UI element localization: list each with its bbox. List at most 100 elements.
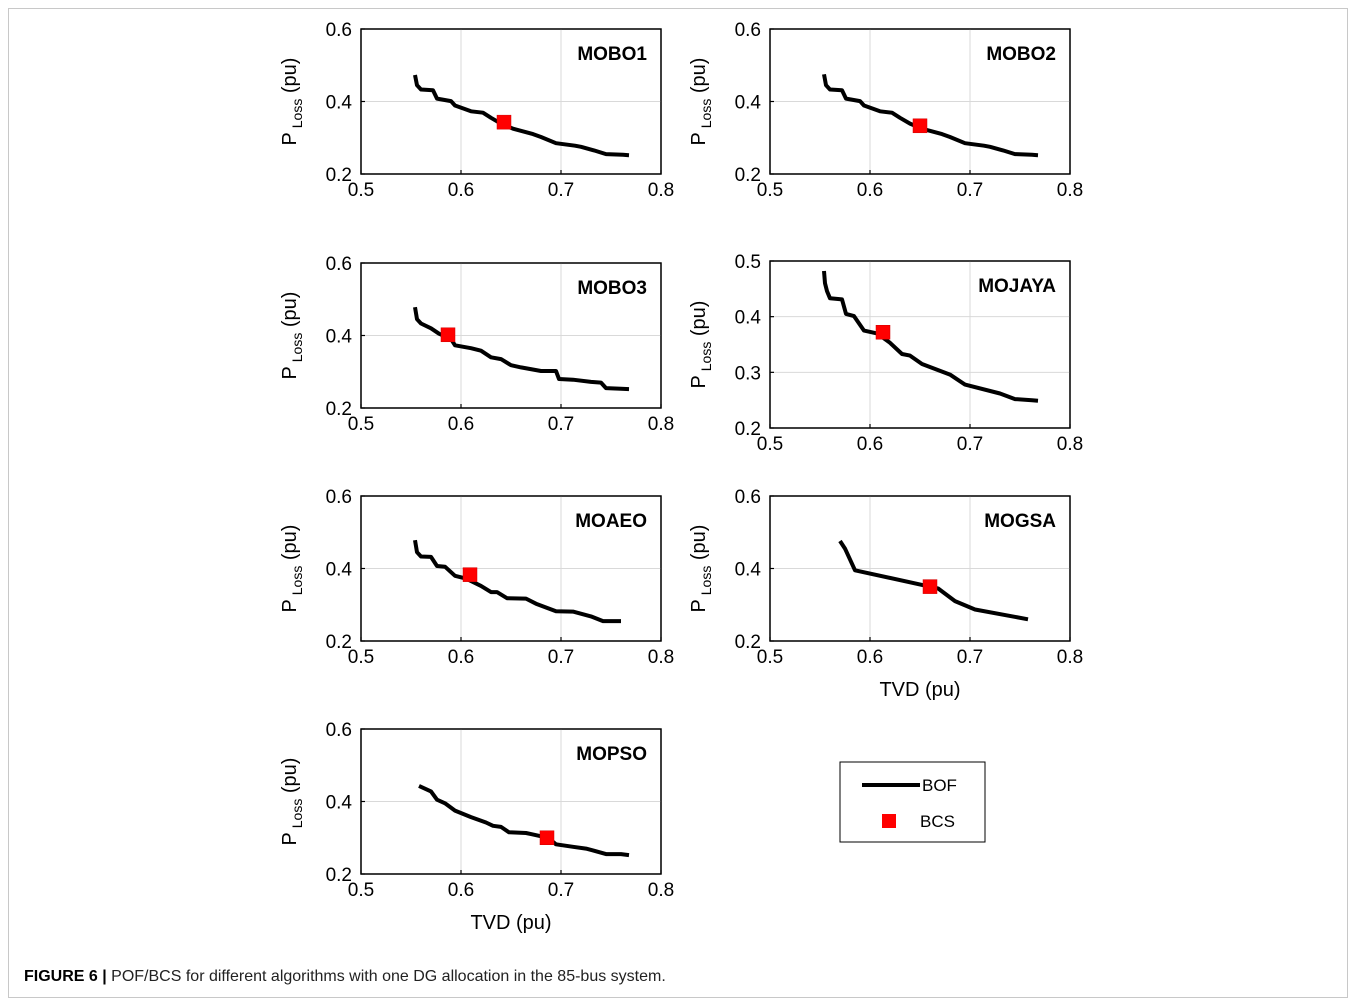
y-tick-label: 0.4 (326, 560, 353, 581)
y-tick-label: 0.6 (326, 487, 352, 508)
plot-border (769, 495, 1071, 642)
y-axis-label: P Loss (pu) (279, 58, 305, 146)
bof-curve (822, 270, 1039, 403)
plot-border (360, 728, 662, 875)
x-tick-label: 0.6 (857, 434, 883, 455)
plot-border (360, 262, 662, 409)
bcs-marker (462, 567, 478, 582)
bof-curve (413, 539, 621, 624)
chart-panel-1: 0.5 0.6 0.7 0.8 0.2 0.4 0.6 P Loss (pu) MOBO1 (279, 20, 674, 201)
y-tick-label: 0.4 (326, 793, 353, 814)
x-tick-label: 0.7 (548, 414, 574, 435)
y-tick-label: 0.4 (326, 327, 353, 348)
panel-title: MOBO2 (986, 44, 1056, 65)
x-tick-label: 0.8 (1057, 647, 1083, 668)
legend: BOF BCS (839, 761, 986, 843)
panel-title: MOBO3 (577, 278, 647, 299)
x-tick-label: 0.5 (757, 434, 783, 455)
x-tick-label: 0.6 (448, 880, 474, 901)
y-tick-label: 0.2 (326, 632, 352, 653)
x-tick-label: 0.7 (548, 880, 574, 901)
bof-curve (838, 539, 1029, 622)
x-tick-label: 0.5 (757, 180, 783, 201)
legend-square-swatch (882, 814, 896, 828)
x-tick-label: 0.8 (1057, 180, 1083, 201)
x-tick-label: 0.8 (1057, 434, 1083, 455)
x-tick-label: 0.8 (648, 414, 674, 435)
chart-panel-5: 0.5 0.6 0.7 0.8 0.2 0.4 0.6 P Loss (pu) MOAEO (279, 487, 674, 668)
plot-border (360, 495, 662, 642)
y-tick-label: 0.4 (326, 93, 353, 114)
chart-panel-3: 0.5 0.6 0.7 0.8 0.2 0.4 0.6 P Loss (pu) MOBO3 (279, 254, 674, 435)
bof-curve (418, 784, 630, 858)
x-axis-label: TVD (pu) (879, 679, 960, 701)
y-tick-label: 0.6 (735, 20, 761, 41)
x-tick-label: 0.8 (648, 647, 674, 668)
x-tick-label: 0.7 (548, 180, 574, 201)
x-tick-label: 0.5 (348, 647, 374, 668)
x-tick-label: 0.5 (348, 880, 374, 901)
panel-title: MOBO1 (577, 44, 647, 65)
y-tick-label: 0.4 (735, 308, 762, 329)
bcs-marker (912, 118, 928, 134)
y-axis-label: P Loss (pu) (688, 301, 714, 389)
figure-caption: FIGURE 6 | POF/BCS for different algorit… (24, 968, 666, 986)
bof-curve (413, 306, 630, 392)
bcs-marker (539, 830, 555, 845)
x-tick-label: 0.5 (757, 647, 783, 668)
panel-title: MOJAYA (978, 276, 1056, 297)
y-axis-label: P Loss (pu) (688, 525, 714, 613)
bcs-marker (922, 579, 938, 594)
chart-panel-6: 0.5 0.6 0.7 0.8 0.2 0.4 0.6 P Loss (pu) TVD (pu)… (688, 487, 1083, 701)
bcs-marker (440, 327, 456, 343)
bcs-marker (496, 114, 512, 130)
y-tick-label: 0.2 (735, 632, 761, 653)
panel-title: MOGSA (984, 511, 1056, 532)
x-tick-label: 0.7 (957, 647, 983, 668)
y-axis-label: P Loss (pu) (688, 58, 714, 146)
plot-border (769, 260, 1071, 429)
y-tick-label: 0.2 (735, 419, 761, 440)
x-tick-label: 0.5 (348, 414, 374, 435)
y-tick-label: 0.2 (326, 399, 352, 420)
legend-label: BCS (920, 812, 955, 831)
y-tick-label: 0.3 (735, 363, 761, 384)
y-tick-label: 0.6 (326, 720, 352, 741)
y-tick-label: 0.4 (735, 93, 762, 114)
x-tick-label: 0.7 (957, 434, 983, 455)
chart-panel-7: 0.5 0.6 0.7 0.8 0.2 0.4 0.6 P Loss (pu) TVD (pu)… (279, 720, 674, 934)
y-tick-label: 0.2 (326, 865, 352, 886)
x-tick-label: 0.5 (348, 180, 374, 201)
legend-label: BOF (922, 776, 957, 795)
bof-curve (822, 73, 1039, 158)
y-tick-label: 0.6 (326, 20, 352, 41)
y-tick-label: 0.2 (735, 165, 761, 186)
y-axis-label: P Loss (pu) (279, 758, 305, 846)
y-tick-label: 0.6 (326, 254, 352, 275)
x-tick-label: 0.8 (648, 180, 674, 201)
caption-text: POF/BCS for different algorithms with on… (106, 968, 666, 985)
legend-box (839, 761, 986, 843)
y-axis-label: P Loss (pu) (279, 525, 305, 613)
y-tick-label: 0.2 (326, 165, 352, 186)
y-tick-label: 0.4 (735, 560, 762, 581)
y-tick-label: 0.5 (735, 252, 761, 273)
y-axis-label: P Loss (pu) (279, 292, 305, 380)
bcs-marker (875, 325, 891, 340)
plot-border (769, 28, 1071, 175)
figure-canvas: 0.5 0.6 0.7 0.80.20.40.6P Loss (pu)MOBO10.5… (279, 20, 1083, 934)
caption-label: FIGURE 6 | (24, 968, 107, 985)
x-axis-label: TVD (pu) (470, 912, 551, 934)
panel-title: MOAEO (575, 511, 647, 532)
x-tick-label: 0.6 (448, 647, 474, 668)
panel-title: MOPSO (576, 744, 647, 765)
x-tick-label: 0.6 (857, 647, 883, 668)
chart-panel-2: 0.5 0.6 0.7 0.8 0.2 0.4 0.6 P Loss (pu) MOBO2 (688, 20, 1083, 201)
chart-panel-4: 0.5 0.6 0.7 0.8 0.2 0.3 0.4 0.5 P Loss (pu) MOJAY… (688, 252, 1083, 455)
x-tick-label: 0.8 (648, 880, 674, 901)
x-tick-label: 0.7 (957, 180, 983, 201)
x-tick-label: 0.6 (448, 414, 474, 435)
plot-border (360, 28, 662, 175)
figure-frame (8, 8, 1348, 998)
x-tick-label: 0.6 (448, 180, 474, 201)
